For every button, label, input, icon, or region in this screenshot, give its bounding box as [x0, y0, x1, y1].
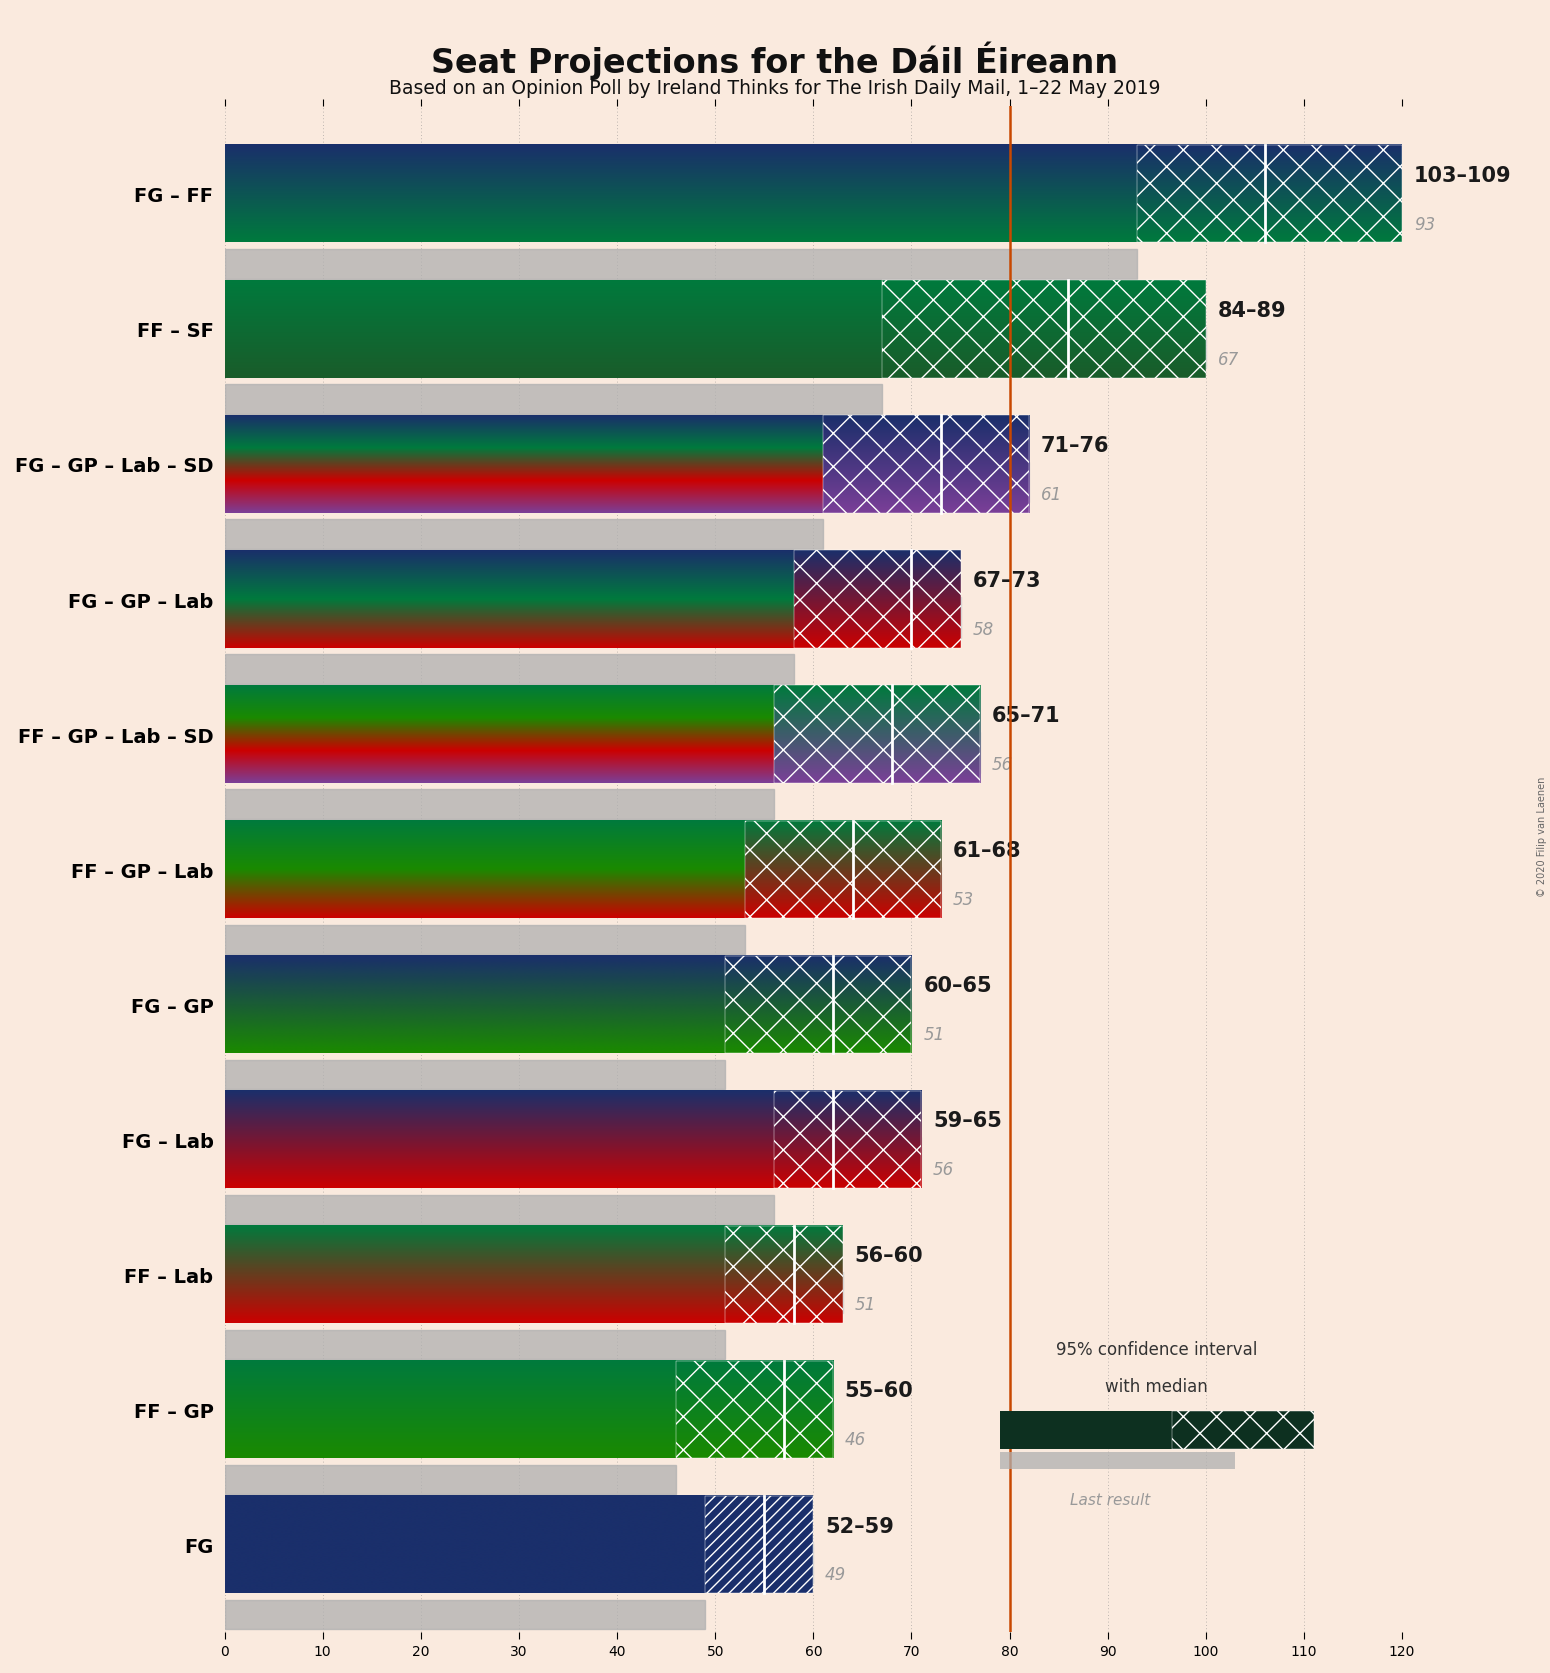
Bar — [225, 192, 1403, 233]
Bar — [773, 686, 980, 783]
Text: 56: 56 — [933, 1161, 955, 1178]
Bar — [225, 1407, 832, 1447]
Text: 84–89: 84–89 — [1218, 301, 1286, 321]
Bar — [225, 328, 1206, 368]
Bar — [725, 955, 911, 1054]
Text: 71–76: 71–76 — [1042, 435, 1110, 455]
Text: 61–68: 61–68 — [953, 842, 1021, 860]
Bar — [1138, 146, 1403, 243]
Bar — [725, 1226, 843, 1323]
Bar — [794, 550, 961, 647]
Bar — [225, 656, 794, 684]
Text: 58: 58 — [972, 621, 994, 639]
Bar — [225, 1466, 676, 1494]
Bar — [1000, 1410, 1172, 1449]
Bar — [225, 597, 961, 637]
Text: Seat Projections for the Dáil Éireann: Seat Projections for the Dáil Éireann — [431, 42, 1119, 80]
Text: 67–73: 67–73 — [972, 570, 1040, 591]
Bar — [705, 1496, 814, 1593]
Bar — [225, 1138, 921, 1178]
Bar — [225, 733, 980, 773]
Bar — [225, 1543, 814, 1583]
Text: 61: 61 — [1042, 485, 1062, 504]
Text: Based on an Opinion Poll by Ireland Thinks for The Irish Daily Mail, 1–22 May 20: Based on an Opinion Poll by Ireland Thin… — [389, 79, 1161, 97]
Text: 55–60: 55–60 — [845, 1380, 913, 1400]
Text: 65–71: 65–71 — [992, 706, 1060, 726]
Bar — [225, 1330, 725, 1360]
Bar — [225, 1195, 773, 1225]
Bar — [225, 520, 823, 550]
Text: 52–59: 52–59 — [825, 1516, 894, 1536]
Text: 56–60: 56–60 — [854, 1246, 924, 1266]
Text: 53: 53 — [953, 890, 973, 908]
Bar — [773, 1091, 921, 1188]
Bar — [744, 821, 941, 918]
Text: 56: 56 — [992, 755, 1014, 773]
Bar — [225, 1061, 725, 1089]
Text: with median: with median — [1105, 1377, 1207, 1395]
Text: 93: 93 — [1414, 216, 1435, 234]
Bar — [225, 1273, 843, 1313]
Text: 59–65: 59–65 — [933, 1111, 1001, 1131]
Text: 95% confidence interval: 95% confidence interval — [1056, 1340, 1257, 1358]
Bar — [1172, 1410, 1314, 1449]
Bar — [225, 1002, 911, 1042]
Text: 49: 49 — [825, 1566, 846, 1583]
Bar — [882, 281, 1206, 378]
Text: 46: 46 — [845, 1430, 866, 1449]
Bar — [1000, 1452, 1235, 1469]
Bar — [225, 385, 882, 415]
Text: Last result: Last result — [1070, 1492, 1150, 1507]
Text: 103–109: 103–109 — [1414, 166, 1511, 186]
Text: 67: 67 — [1218, 350, 1238, 368]
Bar — [225, 249, 1138, 279]
Text: 51: 51 — [854, 1295, 876, 1313]
Text: 60–65: 60–65 — [924, 975, 992, 995]
Bar — [676, 1360, 832, 1459]
Bar — [823, 417, 1029, 514]
Bar — [225, 463, 1029, 504]
Text: 51: 51 — [924, 1026, 944, 1044]
Text: © 2020 Filip van Laenen: © 2020 Filip van Laenen — [1538, 776, 1547, 897]
Bar — [225, 790, 773, 820]
Bar — [225, 925, 744, 955]
Bar — [225, 1599, 705, 1630]
Bar — [225, 868, 941, 908]
